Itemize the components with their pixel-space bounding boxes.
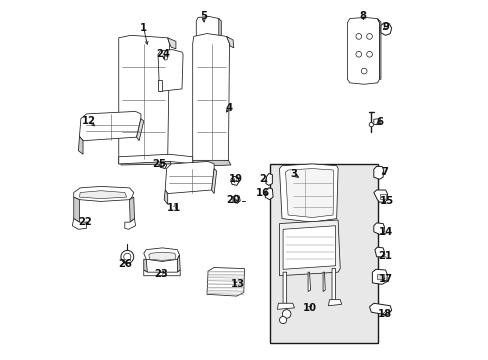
Polygon shape	[143, 248, 179, 261]
Polygon shape	[119, 154, 192, 164]
Text: 17: 17	[378, 274, 392, 284]
Polygon shape	[159, 162, 166, 168]
Polygon shape	[373, 190, 386, 202]
Polygon shape	[380, 23, 391, 35]
Circle shape	[361, 68, 366, 74]
Polygon shape	[80, 111, 141, 141]
Text: 14: 14	[378, 227, 392, 237]
Polygon shape	[346, 18, 379, 84]
Text: 9: 9	[382, 22, 388, 32]
Polygon shape	[279, 220, 340, 276]
Polygon shape	[129, 197, 134, 222]
Polygon shape	[196, 17, 220, 45]
Text: 7: 7	[380, 167, 387, 177]
Polygon shape	[78, 136, 83, 154]
Polygon shape	[372, 269, 386, 284]
Text: 24: 24	[156, 49, 170, 59]
Polygon shape	[74, 186, 134, 202]
Polygon shape	[124, 219, 135, 229]
Polygon shape	[323, 272, 325, 292]
Text: 3: 3	[290, 169, 297, 179]
Text: 23: 23	[154, 269, 168, 279]
Polygon shape	[158, 80, 162, 91]
Text: 11: 11	[166, 203, 181, 213]
Circle shape	[366, 51, 372, 57]
Polygon shape	[80, 191, 126, 199]
Circle shape	[282, 310, 290, 318]
Polygon shape	[264, 188, 272, 200]
Circle shape	[355, 51, 361, 57]
Text: 25: 25	[152, 159, 166, 169]
Polygon shape	[373, 166, 383, 179]
Polygon shape	[328, 300, 341, 306]
Polygon shape	[143, 259, 147, 272]
Polygon shape	[164, 190, 167, 204]
Circle shape	[163, 56, 167, 60]
Bar	[270, 164, 377, 342]
Polygon shape	[136, 118, 143, 141]
Text: 2: 2	[259, 174, 265, 184]
Text: 12: 12	[82, 116, 96, 126]
Polygon shape	[277, 303, 294, 309]
Polygon shape	[165, 161, 214, 194]
Text: 4: 4	[225, 103, 233, 113]
Text: 26: 26	[118, 259, 131, 269]
Polygon shape	[192, 160, 230, 166]
Text: 13: 13	[230, 279, 244, 289]
Polygon shape	[148, 252, 176, 260]
Polygon shape	[285, 168, 333, 217]
Polygon shape	[377, 274, 383, 279]
Circle shape	[366, 33, 372, 39]
Circle shape	[355, 33, 361, 39]
Text: 1: 1	[140, 23, 147, 33]
Polygon shape	[373, 118, 380, 125]
Circle shape	[121, 250, 134, 263]
Text: 20: 20	[226, 195, 240, 204]
Text: 15: 15	[379, 196, 393, 206]
Text: 19: 19	[228, 174, 242, 184]
Polygon shape	[279, 164, 337, 222]
Polygon shape	[218, 18, 221, 42]
Polygon shape	[119, 35, 169, 164]
Text: 18: 18	[377, 309, 391, 319]
Polygon shape	[119, 158, 171, 165]
Polygon shape	[265, 174, 272, 185]
Circle shape	[279, 316, 286, 324]
Polygon shape	[230, 176, 239, 185]
Text: 16: 16	[255, 188, 269, 198]
Polygon shape	[72, 219, 86, 229]
Polygon shape	[369, 303, 391, 315]
Text: 6: 6	[375, 117, 382, 127]
Polygon shape	[74, 197, 80, 222]
Polygon shape	[192, 33, 229, 164]
Polygon shape	[373, 223, 384, 234]
Polygon shape	[380, 194, 385, 199]
Circle shape	[368, 122, 373, 127]
Text: 22: 22	[79, 217, 92, 227]
Circle shape	[123, 253, 131, 260]
Text: 5: 5	[200, 12, 206, 21]
Text: 21: 21	[378, 251, 392, 261]
Polygon shape	[177, 255, 180, 272]
Polygon shape	[307, 272, 310, 292]
Polygon shape	[377, 18, 380, 79]
Polygon shape	[143, 270, 180, 276]
Polygon shape	[283, 272, 286, 304]
Polygon shape	[167, 38, 176, 49]
Polygon shape	[206, 267, 244, 296]
Polygon shape	[233, 195, 240, 203]
Polygon shape	[226, 36, 233, 48]
Text: 10: 10	[302, 303, 316, 313]
Polygon shape	[374, 247, 384, 257]
Polygon shape	[283, 226, 335, 269]
Polygon shape	[158, 50, 183, 91]
Text: 8: 8	[358, 12, 365, 21]
Polygon shape	[211, 168, 216, 194]
Polygon shape	[331, 269, 335, 301]
